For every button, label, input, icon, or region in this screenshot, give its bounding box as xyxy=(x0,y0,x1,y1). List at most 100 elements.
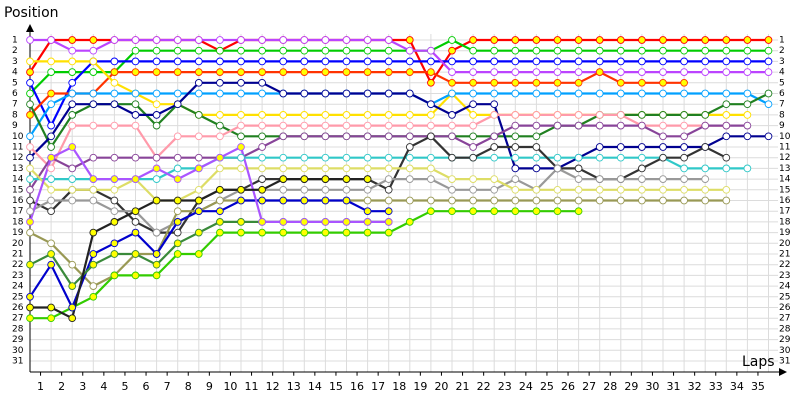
point xyxy=(722,111,731,119)
point xyxy=(574,46,583,55)
point xyxy=(469,175,477,183)
y-tick-label-right: 26 xyxy=(779,303,791,313)
point xyxy=(279,89,288,98)
y-tick-label-right: 17 xyxy=(779,207,790,217)
point xyxy=(173,250,182,258)
point xyxy=(216,57,224,66)
y-tick-label: 22 xyxy=(12,260,23,270)
point xyxy=(638,68,646,76)
point xyxy=(258,228,266,237)
point xyxy=(216,153,224,162)
point xyxy=(743,57,752,66)
point xyxy=(469,36,477,44)
point xyxy=(47,132,55,141)
point xyxy=(279,132,288,141)
point xyxy=(300,111,309,119)
point xyxy=(300,153,309,162)
y-tick-label: 7 xyxy=(12,100,18,110)
point xyxy=(26,132,34,141)
point xyxy=(89,89,98,98)
y-tick-label-right: 13 xyxy=(779,164,790,174)
point xyxy=(279,228,288,237)
point xyxy=(321,46,330,55)
point xyxy=(616,121,625,130)
point xyxy=(110,218,119,226)
point xyxy=(405,143,414,151)
point xyxy=(173,68,182,76)
point xyxy=(47,314,55,323)
point xyxy=(26,36,34,44)
series-line xyxy=(29,167,727,202)
y-tick-label-right: 16 xyxy=(779,196,791,206)
point xyxy=(216,228,224,237)
point xyxy=(659,121,667,130)
point xyxy=(152,260,161,269)
point xyxy=(616,36,625,44)
point xyxy=(638,111,646,119)
point xyxy=(300,132,309,141)
point xyxy=(194,78,203,87)
point xyxy=(26,175,34,183)
point xyxy=(384,89,393,98)
point xyxy=(47,121,55,130)
point xyxy=(258,89,266,98)
x-tick-label: 7 xyxy=(164,380,171,393)
point xyxy=(216,78,224,87)
point xyxy=(553,57,562,66)
x-tick-label: 25 xyxy=(540,380,554,393)
point xyxy=(490,78,499,87)
y-axis-title: Position xyxy=(4,5,59,21)
point xyxy=(490,153,499,162)
point xyxy=(173,196,182,205)
point xyxy=(532,111,541,119)
point xyxy=(342,121,351,130)
point xyxy=(553,78,562,87)
point xyxy=(110,239,119,248)
point xyxy=(363,36,372,44)
x-tick-label: 6 xyxy=(143,380,150,393)
y-tick-label-right: 24 xyxy=(779,282,791,292)
point xyxy=(743,68,752,76)
point xyxy=(511,143,520,151)
y-tick-label-right: 10 xyxy=(779,132,791,142)
point xyxy=(511,57,520,66)
point xyxy=(532,164,541,173)
point xyxy=(616,175,625,183)
point xyxy=(68,78,77,87)
point xyxy=(553,185,562,194)
point xyxy=(152,89,161,98)
point xyxy=(194,185,203,194)
point xyxy=(659,185,667,194)
point xyxy=(47,153,55,162)
point xyxy=(701,185,710,194)
point xyxy=(384,57,393,66)
point xyxy=(194,228,203,237)
point xyxy=(300,218,309,226)
x-axis-arrow xyxy=(779,368,787,376)
point xyxy=(722,68,731,76)
point xyxy=(216,164,224,173)
y-tick-label-right: 22 xyxy=(779,260,790,270)
point xyxy=(321,218,330,226)
point xyxy=(258,218,266,226)
point xyxy=(89,228,98,237)
point xyxy=(47,196,55,205)
point xyxy=(279,121,288,130)
point xyxy=(110,207,119,216)
point xyxy=(110,100,119,109)
point xyxy=(638,164,646,173)
point xyxy=(595,46,604,55)
point xyxy=(511,196,520,205)
y-tick-label: 2 xyxy=(12,46,18,56)
point xyxy=(173,100,182,109)
point xyxy=(659,36,667,44)
point xyxy=(47,239,55,248)
point xyxy=(448,89,456,98)
point xyxy=(659,196,667,205)
point xyxy=(173,46,182,55)
point xyxy=(638,78,646,87)
x-tick-label: 21 xyxy=(456,380,470,393)
y-tick-label: 30 xyxy=(12,346,24,356)
point xyxy=(638,143,646,151)
point xyxy=(47,100,55,109)
